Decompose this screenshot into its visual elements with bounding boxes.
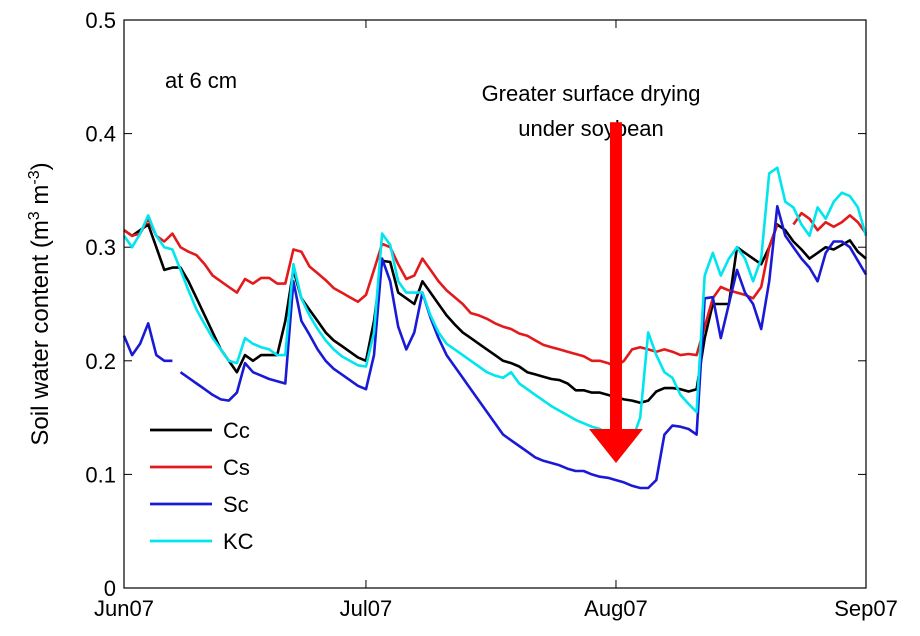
y-tick-label: 0 [104,576,116,601]
y-tick-label: 0.3 [85,235,116,260]
series-line-sc [179,205,868,490]
axis-ticks: 0 0.1 0.2 0.3 0.4 0.5 Jun07 Jul07 Aug07 Sep07 [85,8,897,621]
y-tick-label: 0.5 [85,8,116,33]
series-lines [122,166,868,490]
arrow-head [588,429,643,464]
plot-background [124,20,866,588]
red-arrow [588,122,643,464]
arrow-annotation-line1: Greater surface drying [482,81,701,106]
y-tick-label: 0.4 [85,122,116,147]
y-tick-label: 0.2 [85,349,116,374]
x-tick-label: Sep07 [834,596,898,621]
x-tick-label: Aug07 [584,596,648,621]
series-line-sc [122,322,173,363]
legend-label-kc: KC [223,529,254,554]
legend: Cc Cs Sc KC [150,418,254,554]
depth-annotation: at 6 cm [165,68,237,93]
series-line-cs [123,217,779,368]
legend-label-sc: Sc [223,492,249,517]
legend-label-cs: Cs [223,455,250,480]
x-tick-label: Jul07 [340,596,393,621]
axes-box [123,19,867,589]
arrow-shaft [609,122,622,432]
series-line-cc [123,223,867,405]
arrow-annotation-line2: under soybean [518,116,664,141]
legend-label-cc: Cc [223,418,250,443]
x-tick-label: Jun07 [94,596,154,621]
series-line-kc [122,166,868,442]
y-axis-label: Soil water content (m3 m-3) [26,162,54,445]
y-tick-label: 0.1 [85,462,116,487]
series-line-cs [792,211,868,235]
